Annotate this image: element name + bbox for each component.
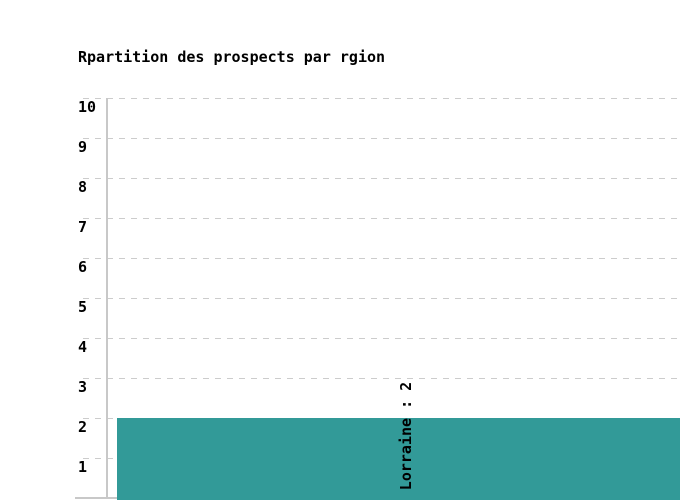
y-axis-line [106,98,108,499]
gridline-8 [83,178,680,179]
gridline-9 [83,138,680,139]
gridline-10 [83,98,680,99]
y-tick-label-7: 7 [78,218,88,236]
y-tick-label-10: 10 [78,98,97,116]
bar-value-label: Lorraine : 2 [397,381,415,491]
bar-lorraine [117,418,680,500]
gridline-4 [83,338,680,339]
gridline-6 [83,258,680,259]
gridline-3 [83,378,680,379]
y-tick-label-2: 2 [78,418,88,436]
y-tick-label-4: 4 [78,338,88,356]
y-tick-label-3: 3 [78,378,88,396]
y-tick-label-8: 8 [78,178,88,196]
gridline-5 [83,298,680,299]
y-tick-label-9: 9 [78,138,88,156]
y-tick-label-5: 5 [78,298,88,316]
y-tick-label-6: 6 [78,258,88,276]
chart-title: Rpartition des prospects par rgion [78,48,386,66]
gridline-7 [83,218,680,219]
y-tick-label-1: 1 [78,458,88,476]
